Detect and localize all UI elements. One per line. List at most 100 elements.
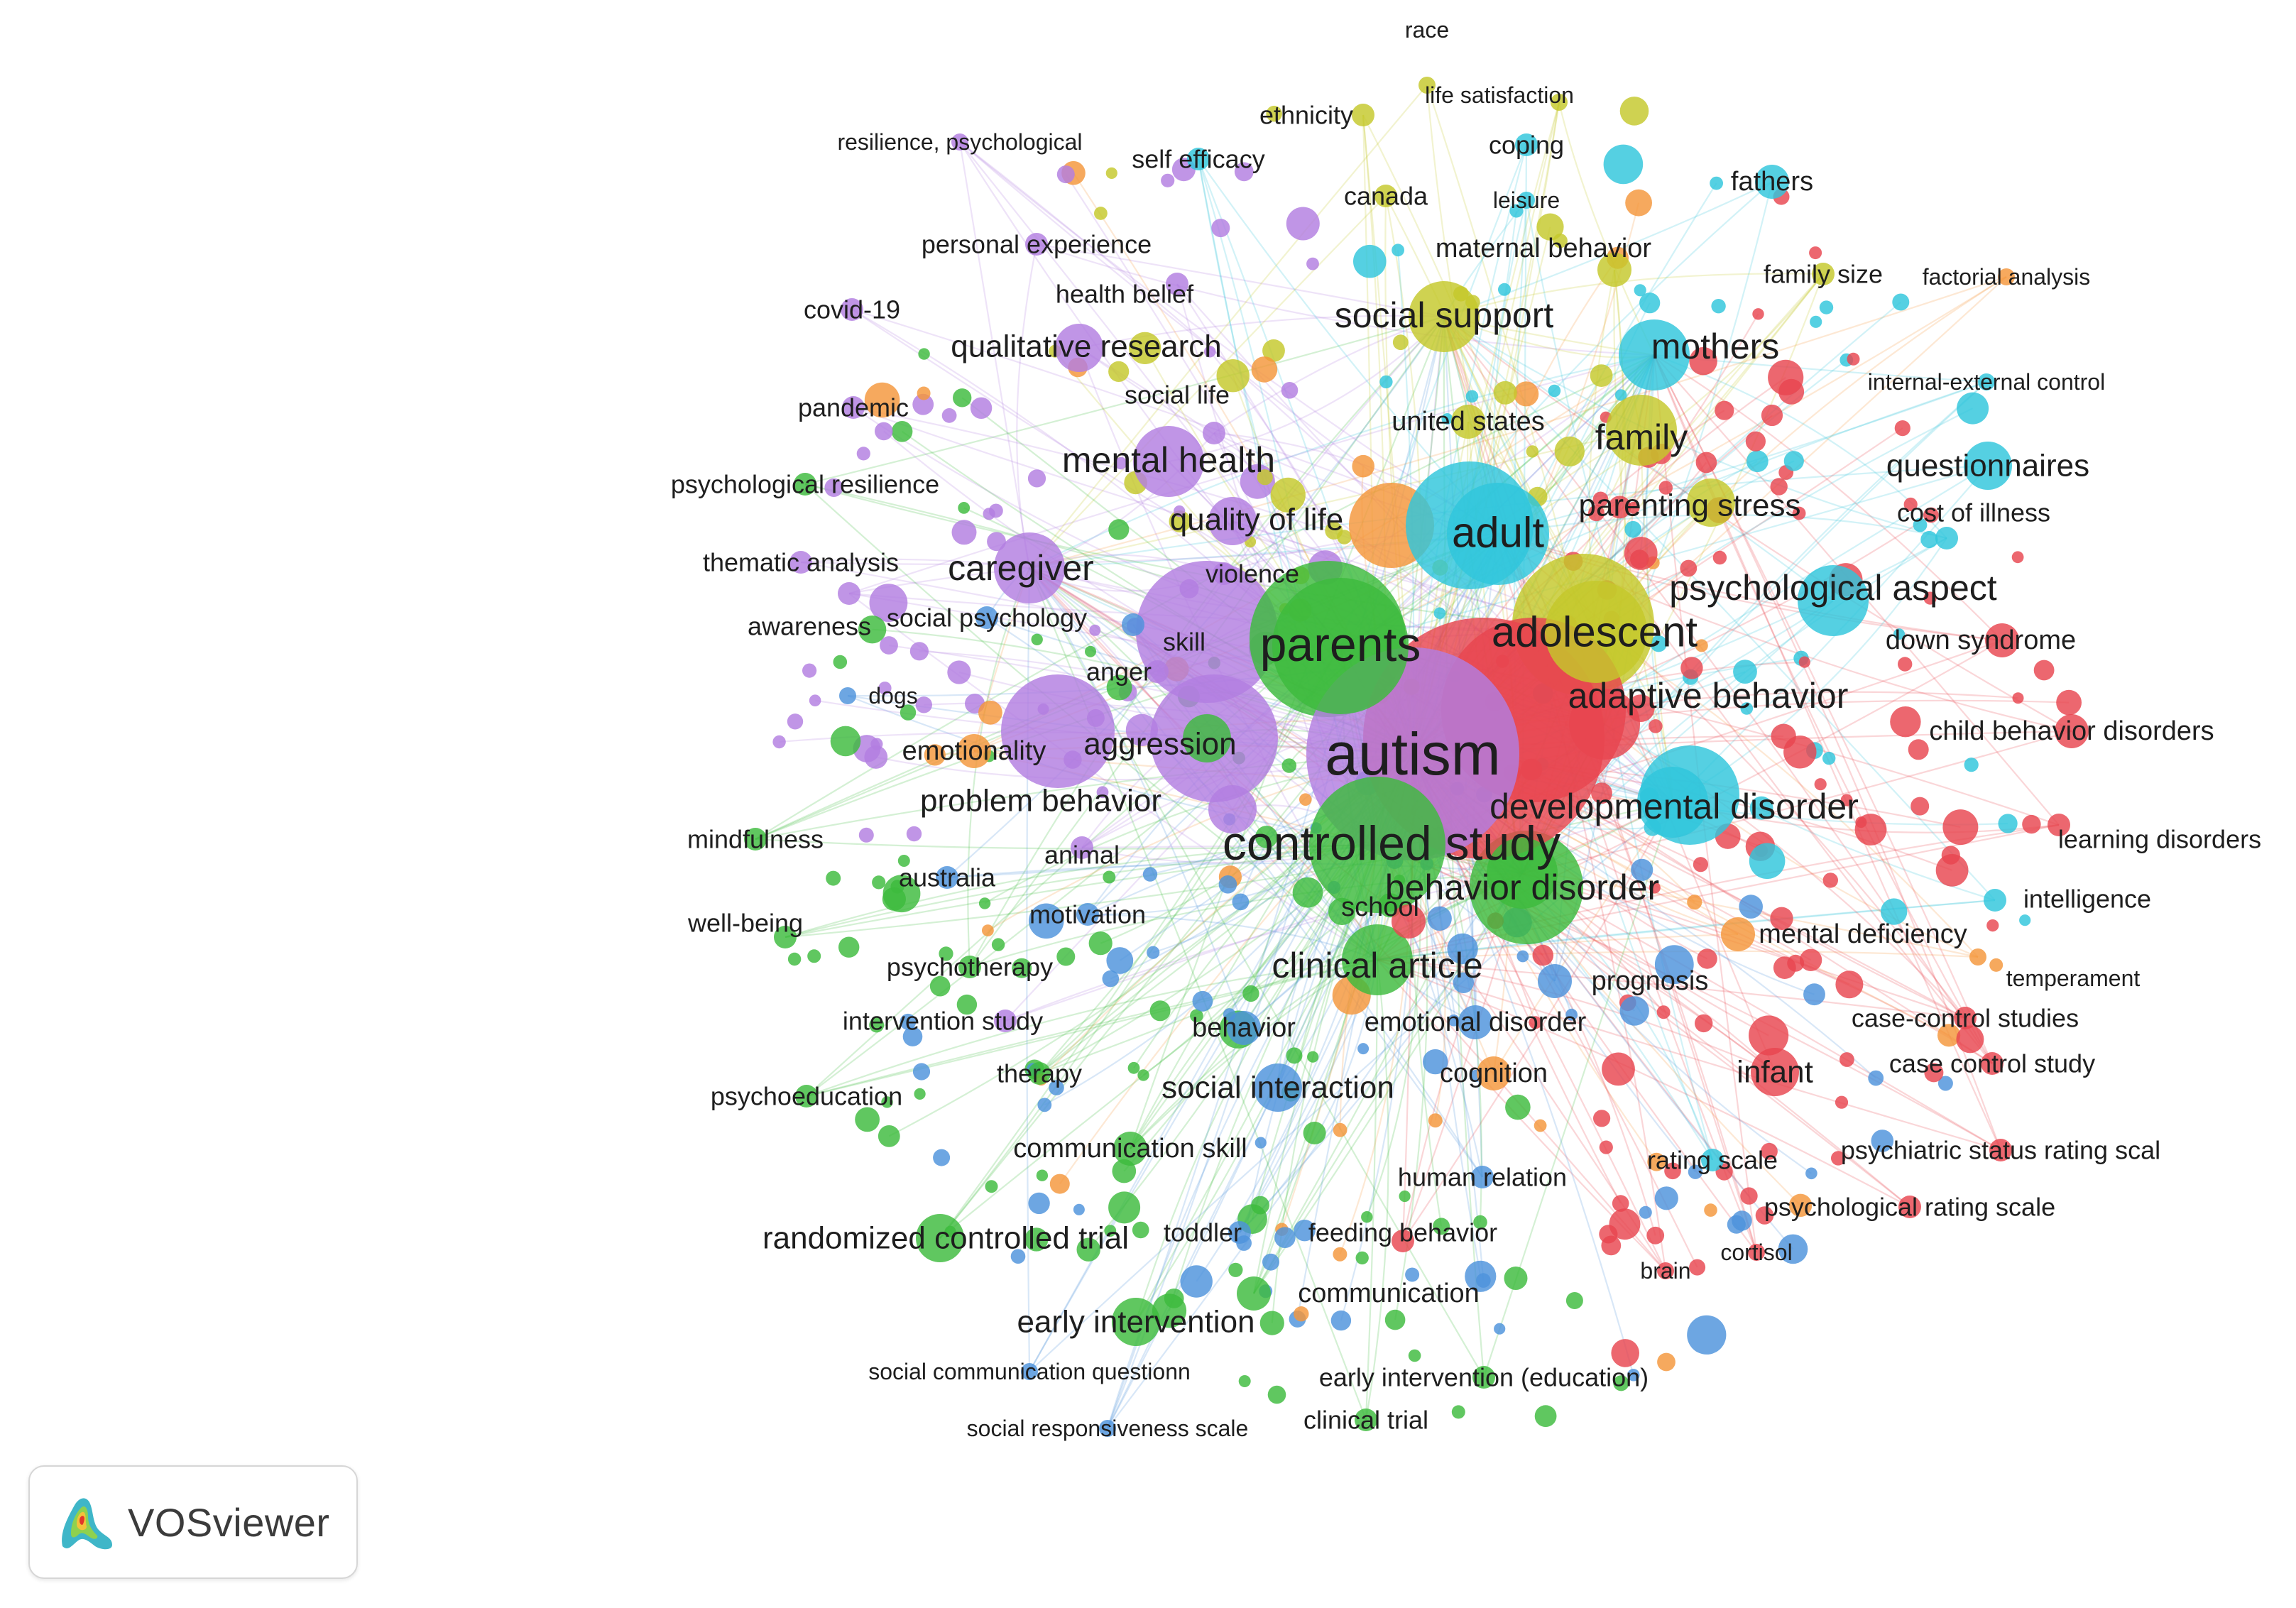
node-well-being[interactable] — [774, 926, 797, 948]
node-awareness[interactable] — [838, 582, 860, 605]
node-intervention-study[interactable] — [994, 1010, 1017, 1032]
node-thematic-analysis[interactable] — [789, 551, 812, 574]
node-behavior[interactable] — [1227, 1011, 1261, 1045]
label-down-syndrome[interactable]: down syndrome — [1886, 625, 2076, 655]
node-ethnicity[interactable] — [1352, 104, 1374, 126]
label-toddler[interactable]: toddler — [1164, 1218, 1242, 1247]
node-early-intervention-education-[interactable] — [1472, 1366, 1495, 1389]
label-infant[interactable]: infant — [1737, 1055, 1813, 1090]
label-rating-scale[interactable]: rating scale — [1647, 1146, 1778, 1175]
label-psychiatric-status-rating-scal[interactable]: psychiatric status rating scal — [1841, 1136, 2160, 1165]
node-early-intervention[interactable] — [1112, 1298, 1160, 1346]
node-psychotherapy[interactable] — [958, 956, 981, 978]
label-therapy[interactable]: therapy — [997, 1059, 1082, 1088]
label-factorial-analysis[interactable]: factorial analysis — [1923, 264, 2091, 290]
node-therapy[interactable] — [1028, 1062, 1051, 1085]
node-feeding-behavior[interactable] — [1392, 1230, 1414, 1252]
node-dogs[interactable] — [839, 687, 856, 704]
node-adult[interactable] — [1447, 483, 1549, 585]
label-pandemic[interactable]: pandemic — [798, 393, 909, 422]
label-cortisol[interactable]: cortisol — [1720, 1240, 1792, 1265]
label-psychological-aspect[interactable]: psychological aspect — [1669, 568, 1996, 608]
label-randomized-controlled-trial[interactable]: randomized controlled trial — [762, 1221, 1129, 1256]
node-family-size[interactable] — [1812, 263, 1835, 285]
node-maternal-behavior[interactable] — [1597, 253, 1631, 287]
label-psychoeducation[interactable]: psychoeducation — [711, 1082, 902, 1111]
node-cost-of-illness[interactable] — [1935, 527, 1958, 549]
label-emotionality[interactable]: emotionality — [902, 736, 1046, 766]
label-psychological-rating-scale[interactable]: psychological rating scale — [1764, 1193, 2055, 1222]
node-controlled-study[interactable] — [1309, 777, 1445, 913]
label-cost-of-illness[interactable]: cost of illness — [1897, 498, 2050, 527]
label-adaptive-behavior[interactable]: adaptive behavior — [1568, 676, 1849, 716]
label-motivation[interactable]: motivation — [1029, 900, 1146, 929]
label-mental-deficiency[interactable]: mental deficiency — [1759, 919, 1967, 949]
label-communication[interactable]: communication — [1298, 1279, 1480, 1308]
node-quality-of-life[interactable] — [1208, 497, 1257, 545]
label-feeding-behavior[interactable]: feeding behavior — [1308, 1218, 1497, 1247]
label-united-states[interactable]: united states — [1392, 407, 1544, 437]
node-race[interactable] — [1418, 77, 1436, 94]
node-emotional-disorder[interactable] — [1458, 1005, 1492, 1039]
node-psychological-resilience[interactable] — [794, 473, 816, 496]
node-infant[interactable] — [1751, 1048, 1799, 1096]
label-controlled-study[interactable]: controlled study — [1223, 816, 1560, 870]
node-australia[interactable] — [936, 866, 958, 889]
node-behavior-disorder[interactable] — [1487, 838, 1558, 909]
node-social-psychology[interactable] — [975, 606, 998, 629]
label-personal-experience[interactable]: personal experience — [922, 230, 1152, 259]
label-brain[interactable]: brain — [1640, 1258, 1690, 1284]
node-communication-skill[interactable] — [1113, 1132, 1147, 1166]
label-fathers[interactable]: fathers — [1731, 167, 1813, 197]
label-social-life[interactable]: social life — [1125, 381, 1230, 410]
node-cortisol[interactable] — [1748, 1244, 1765, 1261]
label-school[interactable]: school — [1341, 892, 1419, 922]
label-dogs[interactable]: dogs — [868, 683, 917, 709]
label-australia[interactable]: australia — [899, 863, 996, 892]
node-case-control-study[interactable] — [1981, 1052, 2003, 1075]
label-social-communication-questionn[interactable]: social communication questionn — [868, 1359, 1191, 1384]
label-early-intervention[interactable]: early intervention — [1017, 1305, 1254, 1340]
node-questionnaires[interactable] — [1964, 442, 2012, 490]
node-canada[interactable] — [1374, 185, 1397, 207]
node-caregiver[interactable] — [994, 532, 1065, 603]
node-case-control-studies[interactable] — [1954, 1007, 1977, 1029]
label-health-belief[interactable]: health belief — [1056, 280, 1194, 309]
node-psychiatric-status-rating-scal[interactable] — [1989, 1139, 2012, 1161]
node-mental-health[interactable] — [1133, 426, 1204, 497]
node-aggression[interactable] — [1183, 714, 1231, 762]
node-health-belief[interactable] — [1166, 273, 1188, 295]
label-covid-19[interactable]: covid-19 — [804, 295, 900, 324]
label-family[interactable]: family — [1595, 417, 1688, 457]
label-intervention-study[interactable]: intervention study — [843, 1007, 1043, 1036]
node-brain[interactable] — [1657, 1262, 1674, 1279]
node-animal[interactable] — [1071, 836, 1093, 859]
label-psychotherapy[interactable]: psychotherapy — [887, 953, 1053, 982]
label-prognosis[interactable]: prognosis — [1592, 966, 1709, 996]
node-social-interaction[interactable] — [1254, 1063, 1302, 1112]
node-problem-behavior[interactable] — [1208, 785, 1257, 833]
node-mental-deficiency[interactable] — [1721, 917, 1755, 951]
label-case-control-studies[interactable]: case-control studies — [1852, 1004, 2079, 1033]
node-anger[interactable] — [1146, 660, 1169, 683]
label-self-efficacy[interactable]: self efficacy — [1132, 145, 1264, 174]
node-family[interactable] — [1606, 395, 1677, 466]
node-communication[interactable] — [1237, 1276, 1271, 1311]
label-mental-health[interactable]: mental health — [1062, 440, 1275, 480]
node-mindfulness[interactable] — [744, 828, 767, 851]
label-family-size[interactable]: family size — [1764, 260, 1883, 289]
node-covid-19[interactable] — [841, 298, 863, 321]
label-resilience-psychological[interactable]: resilience, psychological — [837, 129, 1082, 155]
node-internal-external-control[interactable] — [1978, 373, 1995, 390]
node-school[interactable] — [1392, 904, 1426, 939]
label-adolescent[interactable]: adolescent — [1492, 608, 1698, 656]
label-case-control-study[interactable]: case control study — [1889, 1049, 2095, 1078]
node-clinical-article[interactable] — [1342, 924, 1413, 995]
node-personal-experience[interactable] — [1025, 233, 1048, 256]
node-pandemic[interactable] — [842, 396, 865, 419]
label-behavior-disorder[interactable]: behavior disorder — [1385, 868, 1659, 907]
label-well-being[interactable]: well-being — [687, 909, 803, 938]
label-social-interaction[interactable]: social interaction — [1161, 1071, 1394, 1105]
label-parents[interactable]: parents — [1260, 618, 1421, 672]
label-psychological-resilience[interactable]: psychological resilience — [671, 470, 939, 499]
